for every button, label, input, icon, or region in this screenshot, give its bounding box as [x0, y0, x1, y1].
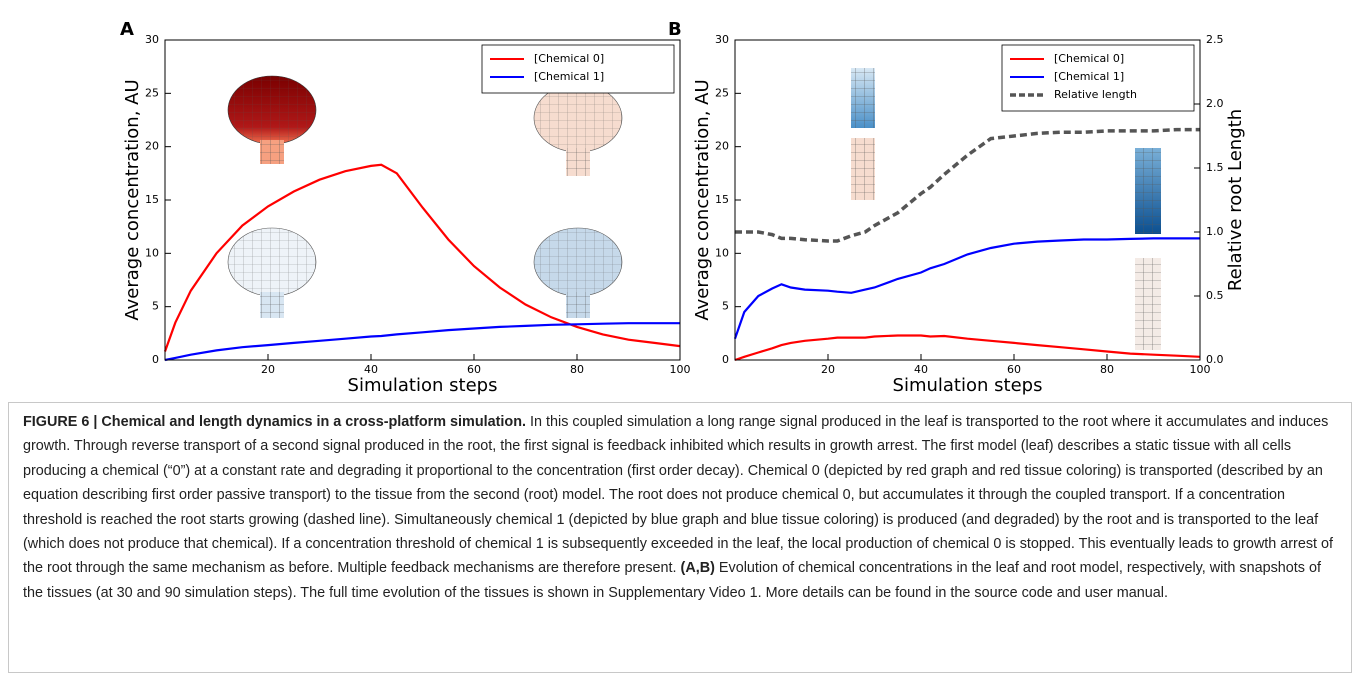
y-tick-label: 15	[715, 193, 729, 206]
y-tick-label: 25	[145, 86, 159, 99]
legend-label: Relative length	[1054, 88, 1137, 101]
caption-text: In this coupled simulation a long range …	[23, 414, 1334, 577]
y-tick-label: 25	[715, 86, 729, 99]
x-tick-label: 80	[1100, 363, 1114, 376]
caption-label: FIGURE 6 | Chemical and length dynamics …	[23, 414, 527, 430]
series-line	[735, 127, 1200, 243]
x-tick-label: 40	[914, 363, 928, 376]
legend-box	[481, 44, 675, 94]
series-line	[163, 163, 681, 352]
series-line	[733, 237, 1200, 340]
y2-tick-label: 2.5	[1206, 33, 1224, 46]
y-axis-label: Average concentration, AU	[692, 79, 713, 320]
x-axis-label: Simulation steps	[893, 375, 1043, 396]
y-tick-label: 30	[145, 33, 159, 46]
x-tick-label: 20	[261, 363, 275, 376]
panel-label: B	[668, 19, 682, 40]
legend-label: [Chemical 0]	[534, 52, 604, 65]
y-tick-label: 20	[715, 140, 729, 153]
panel-label: A	[120, 19, 134, 40]
y-tick-label: 30	[715, 33, 729, 46]
y-tick-label: 10	[145, 246, 159, 259]
legend-label: [Chemical 0]	[1054, 52, 1124, 65]
x-tick-label: 100	[1190, 363, 1211, 376]
y2-tick-label: 0.5	[1206, 289, 1224, 302]
legend: [Chemical 0] [Chemical 1]	[481, 44, 675, 94]
x-tick-label: 60	[1007, 363, 1021, 376]
series-line	[164, 322, 680, 362]
legend-label: [Chemical 1]	[1054, 70, 1124, 83]
x-tick-label: 40	[364, 363, 378, 376]
y-tick-label: 0	[152, 353, 159, 366]
y-tick-label: 10	[715, 246, 729, 259]
y2-tick-label: 0.0	[1206, 353, 1224, 366]
x-tick-label: 100	[670, 363, 691, 376]
y-axis-label: Average concentration, AU	[122, 79, 143, 320]
x-tick-label: 60	[467, 363, 481, 376]
tissue-snapshots	[227, 68, 1161, 350]
series-line	[734, 334, 1201, 362]
legend-label: [Chemical 1]	[534, 70, 604, 83]
x-axis-label: Simulation steps	[348, 375, 498, 396]
y2-axis-label: Relative root Length	[1225, 109, 1246, 291]
y-tick-label: 15	[145, 193, 159, 206]
y2-tick-label: 1.0	[1206, 225, 1224, 238]
x-tick-label: 20	[821, 363, 835, 376]
y-tick-label: 0	[722, 353, 729, 366]
y2-tick-label: 1.5	[1206, 161, 1224, 174]
legend: [Chemical 0] [Chemical 1] Relative length	[1001, 44, 1195, 112]
caption: FIGURE 6 | Chemical and length dynamics …	[8, 402, 1352, 673]
x-tick-label: 80	[570, 363, 584, 376]
y-tick-label: 20	[145, 140, 159, 153]
y2-tick-label: 2.0	[1206, 97, 1224, 110]
y-tick-label: 5	[722, 300, 729, 313]
caption-panels: (A,B)	[680, 560, 715, 577]
y-tick-label: 5	[152, 300, 159, 313]
caption-text: Evolution of chemical concentrations in …	[23, 560, 1321, 601]
